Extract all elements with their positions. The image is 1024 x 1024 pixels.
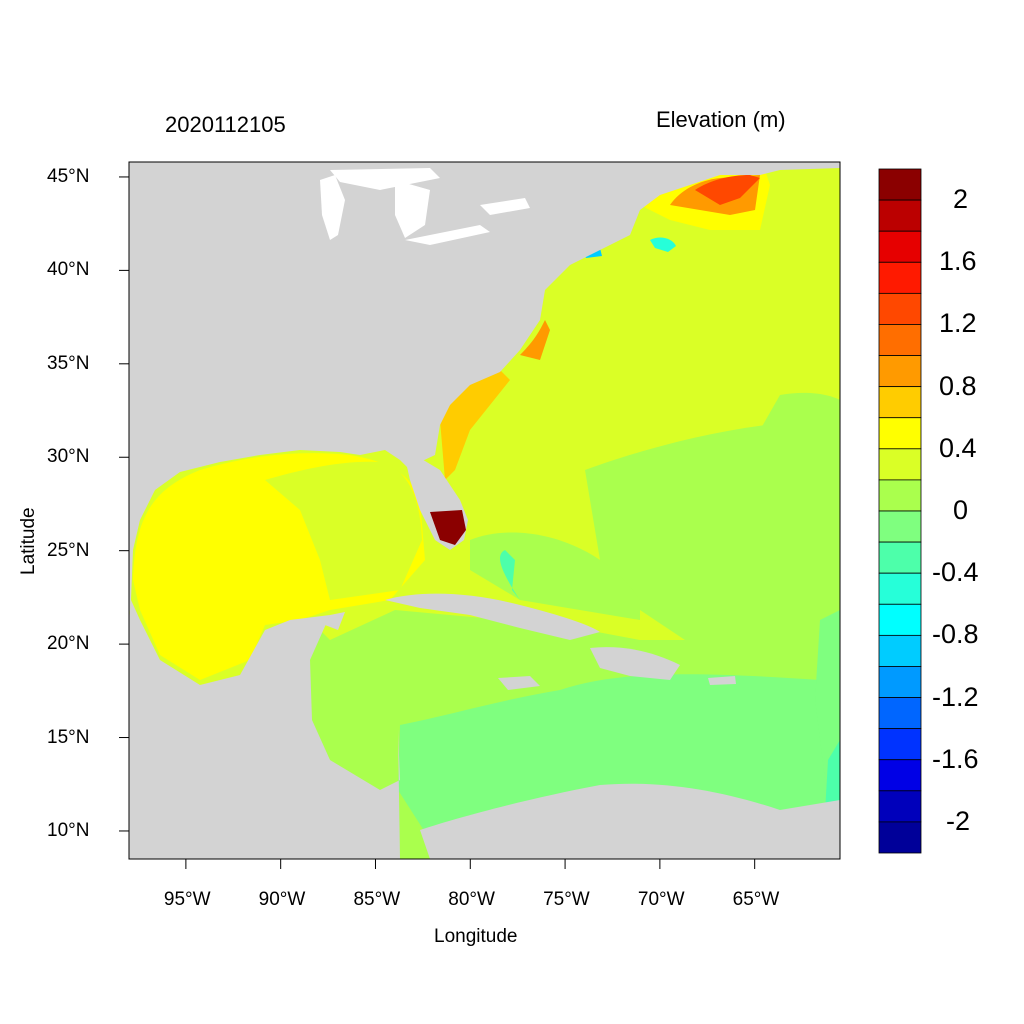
colorbar-swatch [878,324,922,356]
colorbar-swatch [878,666,922,698]
y-tick-label: 15°N [47,726,90,748]
x-tick-label: 75°W [543,889,590,910]
colorbar-swatch [878,479,922,512]
x-axis-label: Longitude [434,926,518,947]
cuba [385,593,600,640]
yucatan [325,612,345,630]
plot-date-title: 2020112105 [165,112,286,137]
y-tick-label: 35°N [47,352,90,374]
atlantic-band [760,392,840,430]
y-tick-label: 45°N [47,165,90,187]
colorbar-swatch [878,728,922,761]
colorbar-swatch [878,697,922,730]
carolina-coastal-surge [520,320,550,360]
colorbar-label: -1.2 [932,681,979,712]
colorbar-label: 0.8 [939,370,977,401]
eastern-gulf [265,461,422,600]
colorbar-swatch [878,572,922,605]
lake-erie [405,225,490,245]
hispaniola [590,647,680,680]
colorbar-swatch [878,417,922,450]
north-america-land [129,162,840,620]
y-tick-label: 10°N [47,819,90,841]
lake-superior [330,168,440,190]
y-tick-label: 25°N [47,539,90,561]
x-tick-label: 80°W [448,889,495,910]
colorbar-swatch [878,603,922,636]
plot-variable-title: Elevation (m) [656,107,786,132]
colorbar-swatch [878,541,922,574]
colorbar-swatch [878,168,922,201]
colorbar-swatch [878,230,922,263]
map-frame [128,161,841,860]
colorbar-swatch [878,386,922,419]
central-atlantic-region [585,420,840,700]
long-island-sound-low [650,237,676,252]
colorbar-label: -1.6 [932,743,979,774]
colorbar-label: 2 [953,184,969,215]
colorbar-label: 1.6 [939,246,977,277]
y-tick-label: 30°N [47,446,90,468]
colorbar-swatch [878,510,922,543]
y-tick-label: 40°N [47,259,90,281]
mexico-central-america [129,600,400,859]
colorbar-swatch [878,199,922,232]
colorbar-swatch [878,448,922,481]
bahamas-region [470,532,640,620]
gulf-of-maine-inner [695,175,760,205]
colorbar-label: -0.8 [932,619,979,650]
colorbar-swatch [878,634,922,667]
south-america-land [420,783,840,859]
colorbar-swatch [878,355,922,388]
colorbar-label: -2 [946,805,971,836]
jamaica [498,676,540,690]
map-panel [129,162,840,859]
lake-ontario [480,198,530,215]
florida-surge-zone [430,510,466,545]
colorbar-swatch [878,292,922,325]
lake-huron [395,180,430,238]
colorbar-label: 0.4 [939,432,977,463]
colorbar-label: 1.2 [939,308,977,339]
colorbar-swatch [878,790,922,823]
colorbar-label: -0.4 [932,557,979,588]
x-tick-label: 85°W [353,889,401,910]
x-tick-label: 90°W [258,889,306,910]
colorbar-label: 0 [953,495,969,525]
colorbar-swatch [878,261,922,294]
x-tick-label: 95°W [163,889,211,910]
bahamas-bank-low [500,550,520,600]
lake-michigan [320,175,345,240]
x-tick-label: 70°W [637,889,685,910]
puerto-rico [708,676,736,685]
colorbar [878,168,922,854]
colorbar-swatch [878,821,922,854]
axis-ticks [119,176,756,869]
colorbar-swatch [878,759,922,792]
x-tick-label: 65°W [732,889,780,910]
y-tick-label: 20°N [47,633,90,655]
